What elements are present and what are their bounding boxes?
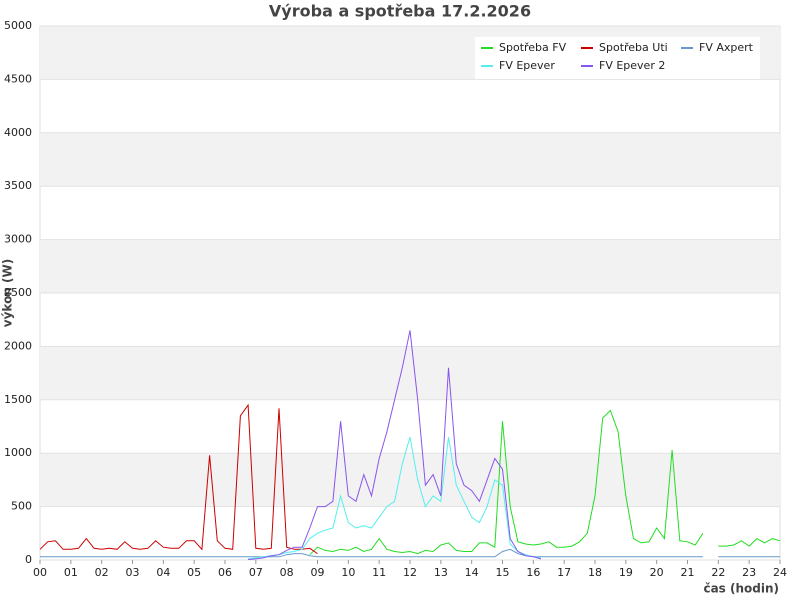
legend-label: Spotřeba Uti [599, 41, 668, 54]
x-tick-label: 15 [496, 566, 510, 579]
y-tick-label: 3500 [4, 179, 32, 192]
chart-title: Výroba a spotřeba 17.2.2026 [269, 2, 531, 21]
x-tick-label: 13 [434, 566, 448, 579]
x-axis-label: čas (hodin) [703, 582, 779, 596]
legend: Spotřeba FV Spotřeba Uti FV Axpert FV Epeve… [475, 37, 760, 79]
x-tick-label: 01 [64, 566, 78, 579]
x-tick-label: 18 [588, 566, 602, 579]
grid-band [40, 453, 780, 507]
x-tick-label: 16 [526, 566, 540, 579]
y-tick-label: 5000 [4, 19, 32, 32]
x-tick-label: 02 [95, 566, 109, 579]
x-tick-label: 14 [465, 566, 479, 579]
legend-label: FV Axpert [699, 41, 754, 54]
y-tick-label: 0 [25, 553, 32, 566]
y-tick-label: 4000 [4, 126, 32, 139]
x-tick-label: 24 [773, 566, 787, 579]
series-line [248, 437, 542, 560]
x-tick-label: 03 [126, 566, 140, 579]
x-tick-label: 11 [372, 566, 386, 579]
x-tick-label: 20 [650, 566, 664, 579]
x-tick-label: 08 [280, 566, 294, 579]
legend-label: Spotřeba FV [499, 41, 567, 54]
x-tick-label: 00 [33, 566, 47, 579]
y-tick-label: 1000 [4, 446, 32, 459]
grid-band [40, 239, 780, 293]
x-tick-label: 09 [311, 566, 325, 579]
x-tick-label: 07 [249, 566, 263, 579]
x-tick-label: 06 [218, 566, 232, 579]
x-tick-label: 19 [619, 566, 633, 579]
series-line [309, 409, 781, 556]
x-tick-label: 04 [156, 566, 170, 579]
series-line [39, 403, 318, 555]
grid-band [40, 132, 780, 187]
legend-label: FV Epever 2 [599, 59, 665, 72]
x-tick-label: 05 [187, 566, 201, 579]
y-tick-label: 2000 [4, 339, 32, 352]
y-axis-label: výkon (W) [1, 259, 15, 327]
y-tick-label: 2500 [4, 286, 32, 299]
y-tick-label: 1500 [4, 393, 32, 406]
grid-band [40, 346, 780, 400]
legend-box [475, 37, 760, 79]
x-tick-label: 22 [711, 566, 725, 579]
legend-label: FV Epever [499, 59, 555, 72]
series-line [40, 548, 780, 558]
y-tick-label: 500 [11, 500, 32, 513]
y-tick-label: 3000 [4, 233, 32, 246]
x-tick-label: 23 [742, 566, 756, 579]
series-line [248, 330, 542, 560]
x-tick-label: 17 [557, 566, 571, 579]
x-tick-label: 12 [403, 566, 417, 579]
x-tick-label: 21 [681, 566, 695, 579]
y-tick-label: 4500 [4, 72, 32, 85]
x-tick-label: 10 [341, 566, 355, 579]
